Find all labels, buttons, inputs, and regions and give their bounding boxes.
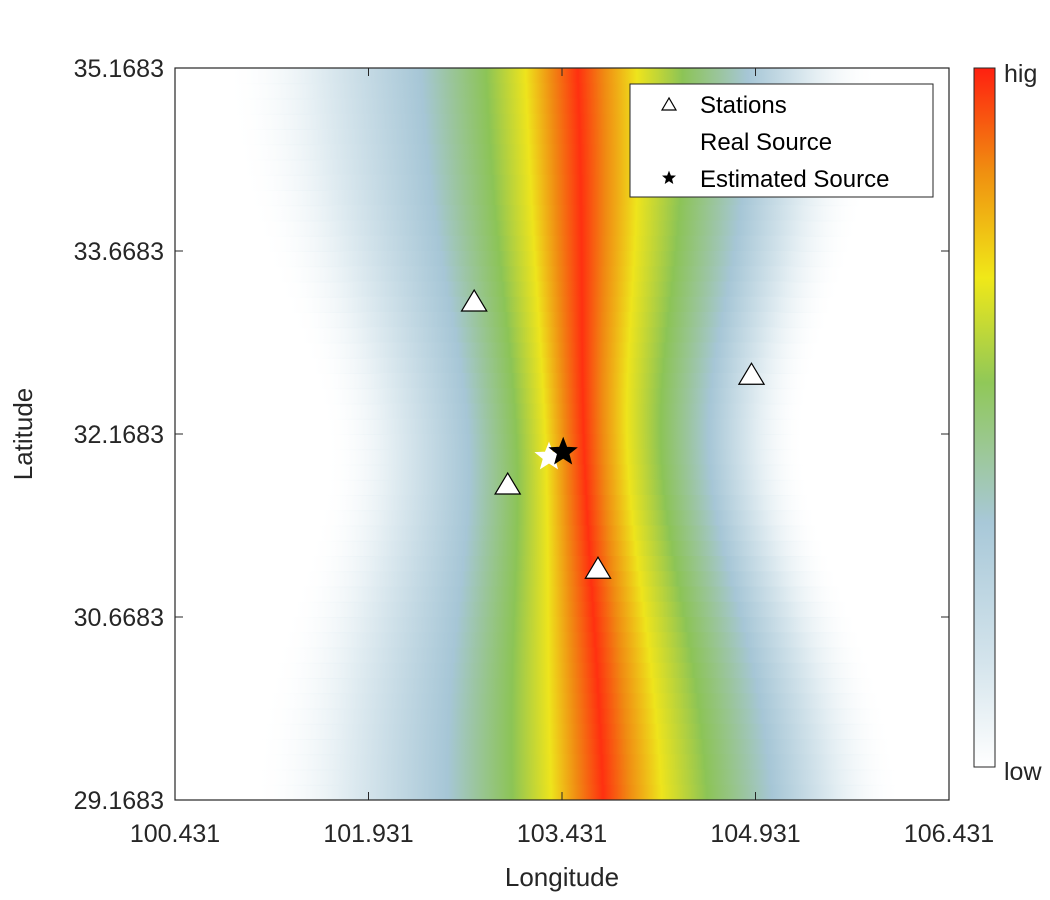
heatmap-slice — [267, 678, 880, 694]
x-tick-label: 106.431 — [904, 820, 994, 848]
heatmap-slice — [321, 495, 813, 511]
y-axis-label: Latitude — [8, 388, 38, 481]
heatmap-slice — [266, 251, 850, 267]
heatmap-slice — [318, 510, 817, 526]
colorbar: hig low — [974, 60, 1042, 786]
heatmap-slice — [285, 297, 835, 313]
heatmap-slice — [251, 205, 863, 221]
y-tick-label: 33.6683 — [74, 238, 164, 266]
y-tick-label: 32.1683 — [74, 421, 164, 449]
heatmap-slice — [271, 663, 875, 679]
x-tick-label: 100.431 — [130, 820, 220, 848]
legend-label-estimated-source: Estimated Source — [700, 166, 889, 193]
colorbar-low-label: low — [1004, 758, 1042, 786]
heatmap-slice — [297, 327, 825, 343]
legend-label-stations: Stations — [700, 92, 787, 119]
y-tick-label: 29.1683 — [74, 787, 164, 815]
y-tick-label: 30.6683 — [74, 604, 164, 632]
heatmap-slice — [313, 373, 812, 389]
x-axis-label: Longitude — [505, 862, 619, 892]
x-tick-label: 101.931 — [323, 820, 413, 848]
heatmap-slice — [303, 343, 820, 359]
heatmap-slice — [294, 587, 845, 603]
heatmap-slice — [255, 221, 858, 237]
heatmap-slice — [323, 419, 805, 435]
heatmap-slice — [310, 541, 828, 557]
heatmap-slice — [284, 617, 858, 633]
heatmap-slice — [258, 724, 891, 740]
heatmap-slice — [275, 648, 870, 664]
heatmap-slice — [272, 266, 845, 282]
x-tick-label: 104.931 — [710, 820, 800, 848]
heatmap-slice — [278, 282, 840, 298]
colorbar-gradient — [974, 68, 995, 767]
colorbar-high-label: hig — [1004, 60, 1037, 88]
heatmap-slice — [308, 358, 815, 374]
x-tick-labels: 100.431 101.931 103.431 104.931 106.431 — [130, 820, 994, 848]
heatmap-slice — [317, 388, 809, 404]
heatmap-slice — [225, 68, 878, 84]
heatmap-slice — [321, 404, 807, 420]
heatmap-slice — [264, 693, 884, 709]
heatmap-slice — [255, 754, 898, 770]
heatmap-slice — [323, 480, 809, 496]
legend-label-real-source: Real Source — [700, 129, 832, 156]
heatmap-slice — [325, 465, 807, 481]
heatmap-slice — [291, 312, 830, 328]
heatmap-slice — [279, 632, 864, 648]
heatmap-slice — [256, 739, 894, 755]
heatmap-slice — [289, 602, 852, 618]
heatmap-slice — [305, 556, 834, 572]
y-tick-labels: 29.1683 30.6683 32.1683 33.6683 35.1683 — [74, 55, 164, 815]
y-tick-label: 35.1683 — [74, 55, 164, 83]
heatmap-slice — [253, 770, 899, 786]
x-tick-label: 103.431 — [517, 820, 607, 848]
heatmap-slice — [314, 526, 822, 542]
heatmap-slice — [261, 709, 888, 725]
heatmap-slice — [261, 236, 855, 252]
heatmap-slice — [252, 785, 901, 801]
heatmap-slice — [300, 571, 840, 587]
legend: Stations Real Source Estimated Source — [630, 84, 933, 197]
